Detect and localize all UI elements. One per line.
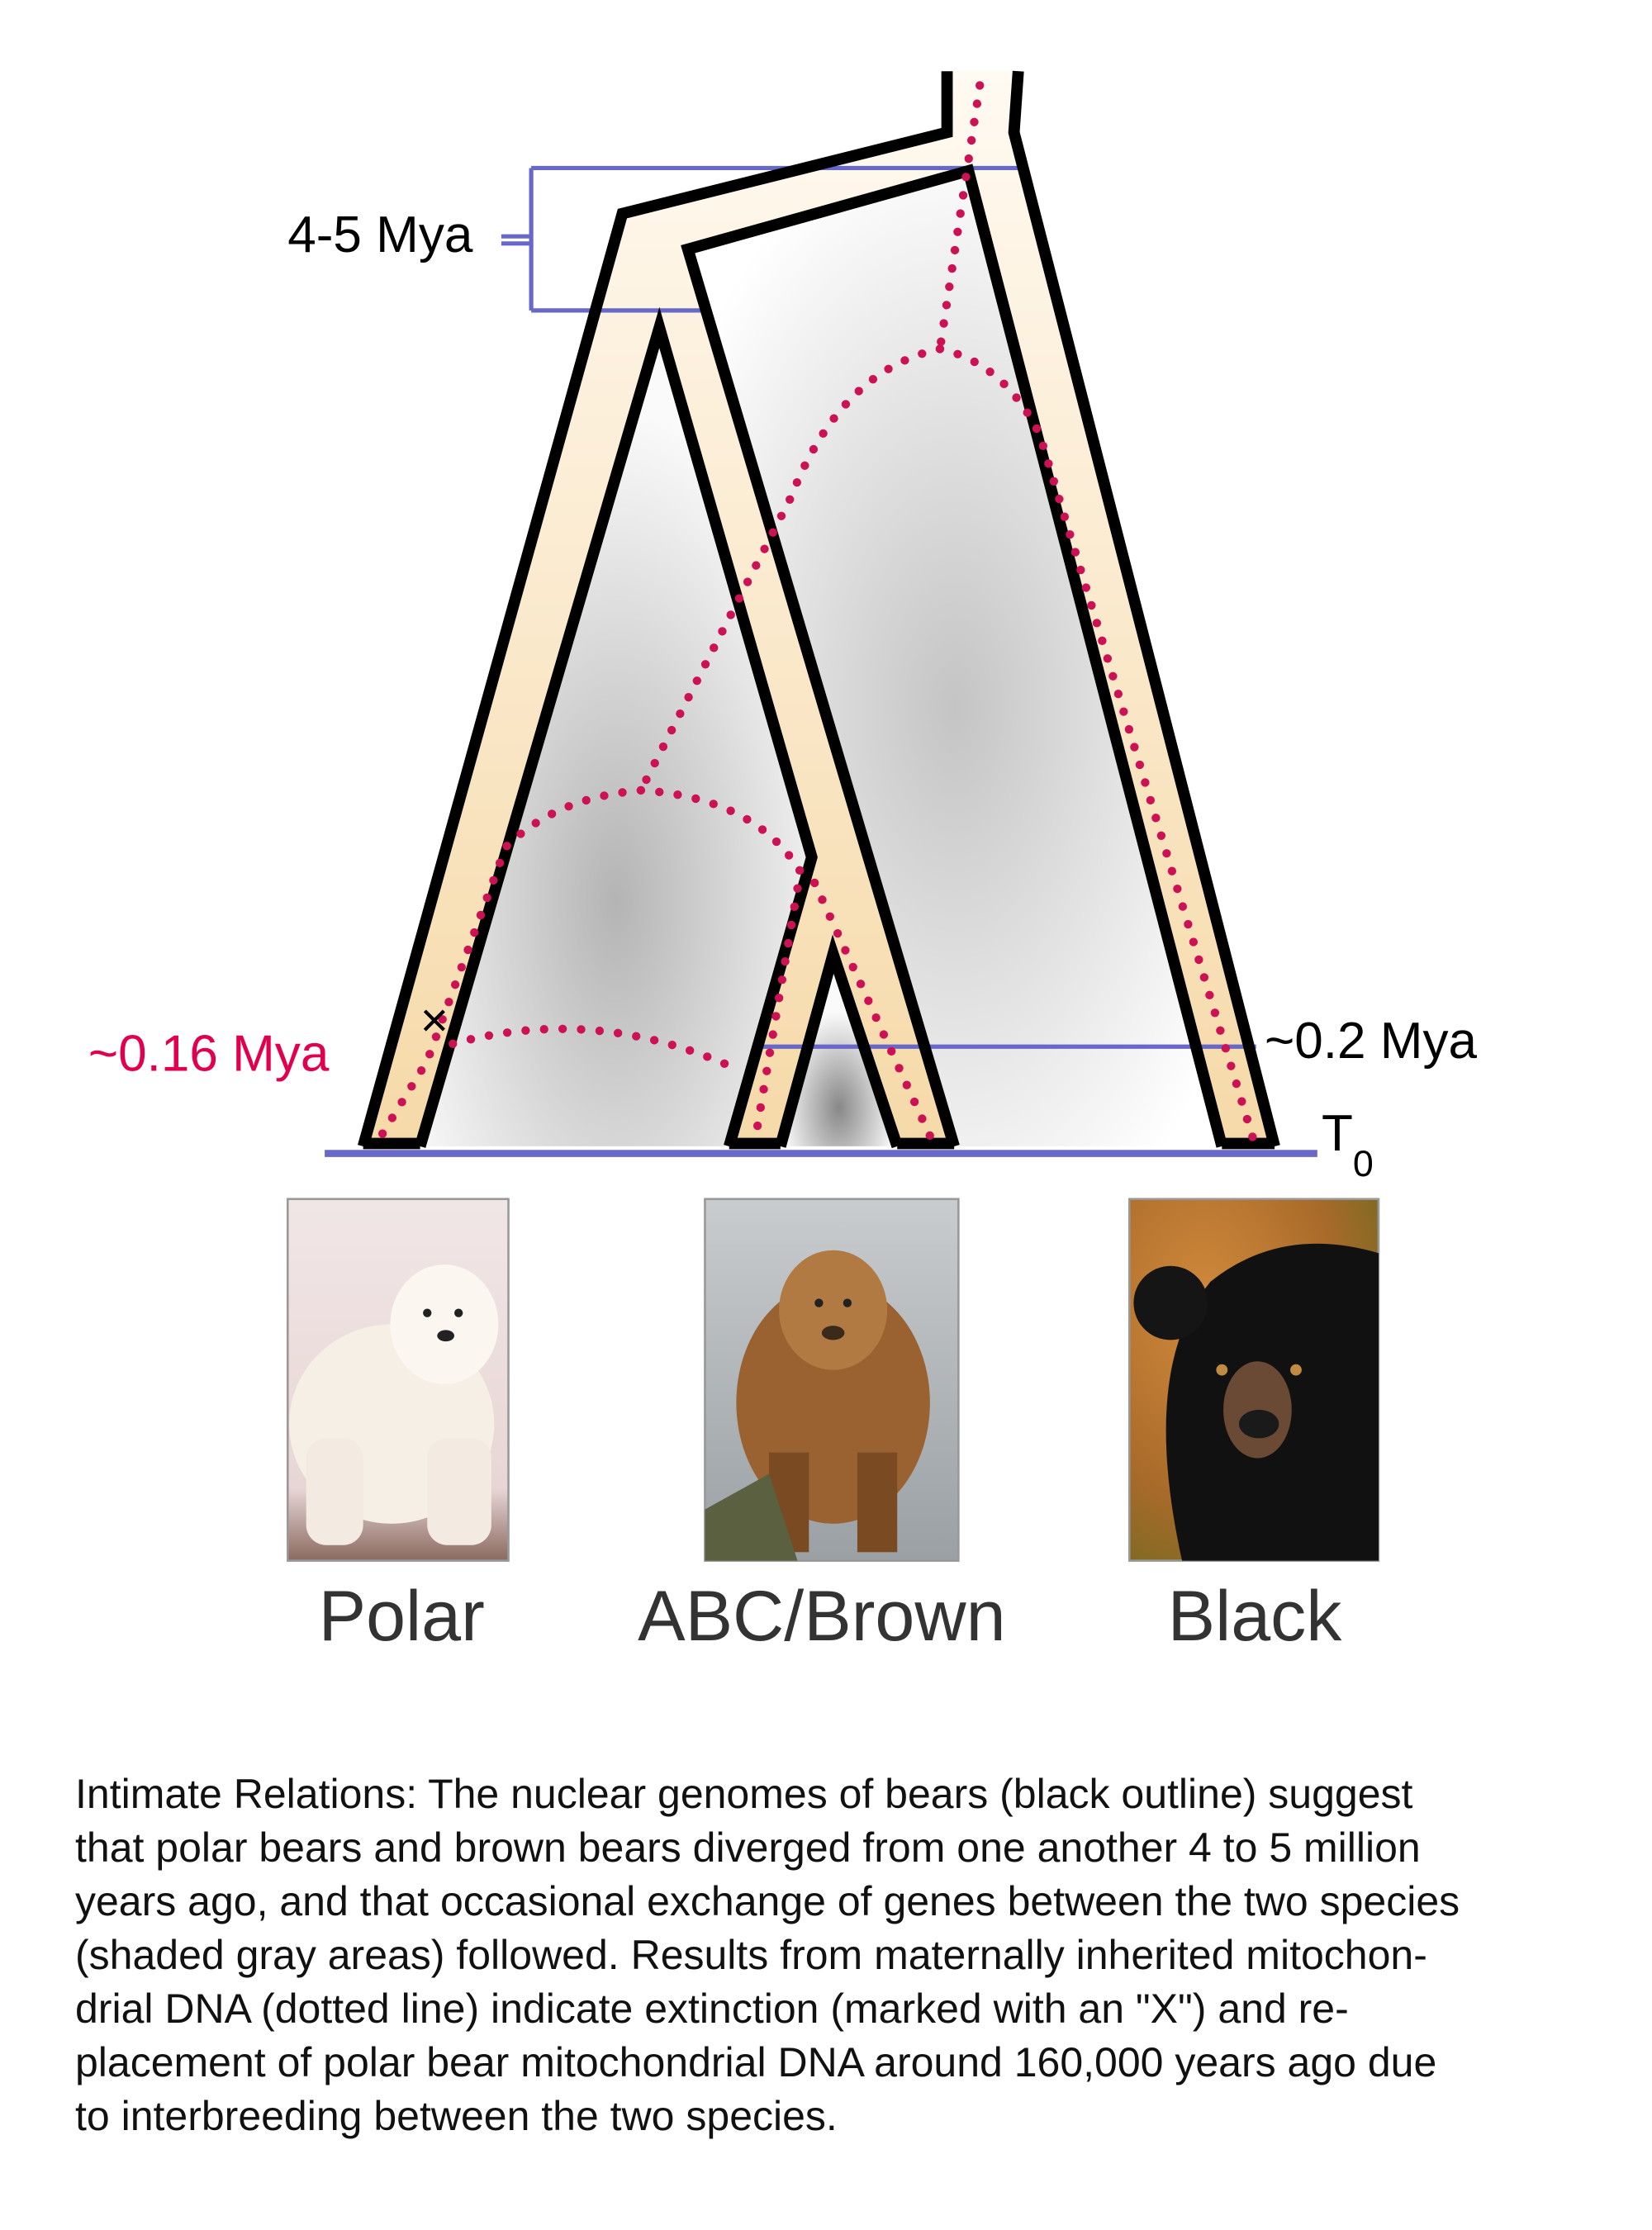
caption-line: drial DNA (dotted line) indicate extinct… <box>75 1986 1349 2032</box>
nuclear-genome-outline <box>358 70 1280 1150</box>
caption-line: Intimate Relations: The nuclear genomes … <box>75 1771 1413 1817</box>
caption-line: to interbreeding between the two species… <box>75 2093 838 2139</box>
mtdna-brown-right <box>810 878 938 1146</box>
time-lines <box>325 165 1317 1157</box>
caption-line: years ago, and that occasional exchange … <box>75 1878 1460 1924</box>
split-label: ~0.2 Mya <box>1265 1013 1477 1070</box>
polar-brown-inner-edge <box>415 306 818 1148</box>
mtdna-dotted-lines <box>373 81 1258 1146</box>
polar-bear-photo <box>286 1198 510 1562</box>
species-label-brown: ABC/Brown <box>638 1577 1005 1656</box>
species-label-polar: Polar <box>319 1577 485 1656</box>
gene-exchange-area-right <box>687 170 1222 1146</box>
black-bear-photo <box>1127 1198 1380 1562</box>
divergence-label: 4-5 Mya <box>287 206 473 263</box>
mtdna-polar <box>373 785 646 1146</box>
polar-outer-edge <box>358 71 953 1148</box>
mito-replacement-label: ~0.16 Mya <box>88 1026 330 1083</box>
black-outer-edge <box>1008 70 1280 1148</box>
mtdna-replacement-arc <box>449 1024 745 1075</box>
caption-line: placement of polar bear mitochondrial DN… <box>75 2039 1437 2085</box>
species-label-black: Black <box>1168 1577 1343 1656</box>
mtdna-trunk <box>935 81 985 353</box>
present-time-label: T0 <box>1322 1105 1374 1184</box>
gene-exchange-area-brown <box>780 954 898 1146</box>
brown-bear-photo <box>704 1198 960 1562</box>
extinction-x-marker: × <box>420 994 449 1047</box>
caption-line: (shaded gray areas) followed. Results fr… <box>75 1932 1427 1978</box>
black-inner-edge <box>681 164 1227 1148</box>
mtdna-arc-upper <box>636 344 945 795</box>
caption-line: that polar bears and brown bears diverge… <box>75 1824 1421 1871</box>
figure-caption: Intimate Relations: The nuclear genomes … <box>75 1767 1460 2143</box>
brown-inner-edge <box>775 934 903 1149</box>
mtdna-black <box>935 344 1258 1144</box>
